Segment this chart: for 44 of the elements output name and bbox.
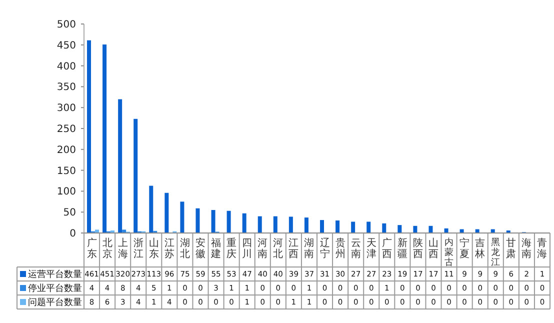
- y-tick-label: 450: [56, 40, 76, 52]
- x-tick-label: 青海: [537, 237, 548, 260]
- x-tick-label: 贵州: [335, 237, 346, 260]
- x-tick-label: 辽宁: [320, 237, 330, 260]
- y-tick-label: 250: [56, 124, 76, 135]
- x-tick-label: 广东: [86, 237, 97, 260]
- y-tick-label: 0: [70, 228, 76, 240]
- x-tick-label: 重庆: [226, 237, 237, 260]
- x-tick-label: 安徽: [196, 237, 206, 260]
- y-tick-label: 200: [56, 144, 76, 156]
- x-tick-label: 云南: [350, 238, 361, 260]
- legend-label: 停业平台数量: [28, 283, 82, 294]
- x-tick-label: 上海: [118, 237, 128, 260]
- y-tick-label: 150: [56, 166, 76, 177]
- x-tick-label: 山东: [148, 237, 159, 260]
- y-tick-label: 500: [56, 20, 76, 30]
- y-tick-label: 400: [56, 61, 76, 72]
- y-tick-label: 100: [56, 186, 76, 198]
- x-tick-label: 山西: [428, 237, 438, 260]
- x-tick-label: 福建: [210, 237, 222, 260]
- y-tick-label: 350: [56, 82, 76, 94]
- x-tick-label: 黑龙江: [491, 237, 500, 268]
- x-tick-label: 江苏: [164, 237, 174, 260]
- y-tick-label: 300: [56, 103, 76, 114]
- x-tick-label: 广西: [382, 237, 392, 260]
- x-tick-label: 陕西: [412, 237, 423, 260]
- x-tick-label: 宁夏: [460, 237, 470, 260]
- x-tick-label: 四川: [242, 238, 252, 260]
- x-tick-label: 湖北: [180, 237, 190, 260]
- x-tick-label: 海南: [522, 237, 532, 260]
- x-tick-label: 河北: [273, 237, 284, 260]
- x-tick-label: 新疆: [397, 237, 408, 260]
- x-tick-label: 甘肃: [506, 237, 516, 260]
- x-tick-label: 浙江: [133, 237, 144, 260]
- x-tick-label: 内蒙古: [444, 237, 454, 268]
- x-tick-label: 江西: [288, 237, 299, 260]
- x-tick-label: 湖南: [304, 237, 314, 260]
- x-tick-label: 北京: [102, 237, 112, 260]
- x-tick-label: 吉林: [474, 237, 486, 260]
- x-tick-label: 河南: [258, 237, 268, 260]
- y-tick-label: 50: [63, 208, 76, 219]
- x-tick-label: 天津: [366, 238, 376, 260]
- legend-label: 运营平台数量: [28, 269, 82, 280]
- legend-label: 问题平台数量: [28, 297, 82, 308]
